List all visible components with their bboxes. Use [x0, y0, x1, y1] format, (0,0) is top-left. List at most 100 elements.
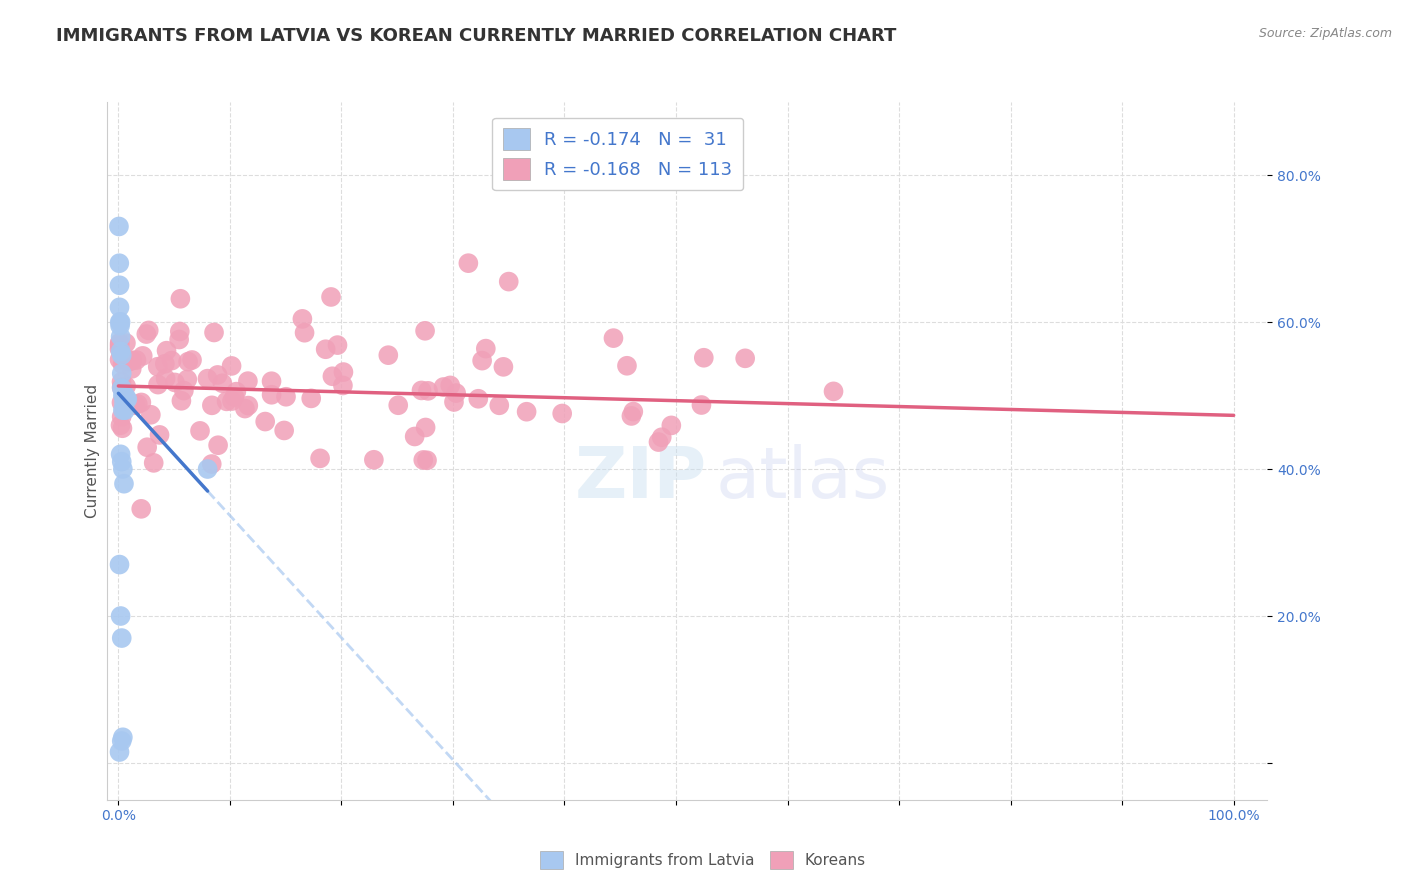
Point: [111, 403, 134, 417]
Point: [260, 388, 283, 402]
Point: [207, 368, 229, 382]
Point: [121, 353, 143, 368]
Point: [551, 407, 574, 421]
Point: [197, 371, 219, 385]
Point: [108, 301, 131, 315]
Point: [602, 331, 624, 345]
Point: [177, 354, 200, 368]
Point: [108, 256, 131, 270]
Point: [238, 399, 260, 413]
Point: [131, 395, 153, 409]
Point: [110, 447, 132, 461]
Point: [110, 395, 132, 409]
Point: [260, 374, 283, 388]
Point: [321, 369, 343, 384]
Point: [115, 336, 138, 351]
Point: [112, 352, 135, 367]
Point: [326, 338, 349, 352]
Point: [467, 392, 489, 406]
Point: [693, 351, 716, 365]
Point: [121, 362, 143, 376]
Point: [332, 365, 354, 379]
Point: [412, 453, 434, 467]
Point: [163, 376, 186, 390]
Point: [659, 418, 682, 433]
Point: [117, 395, 139, 409]
Point: [309, 451, 332, 466]
Text: atlas: atlas: [716, 444, 890, 513]
Point: [734, 351, 756, 366]
Text: ZIP: ZIP: [575, 444, 707, 513]
Point: [142, 456, 165, 470]
Point: [492, 359, 515, 374]
Point: [155, 343, 177, 358]
Point: [139, 408, 162, 422]
Point: [111, 731, 134, 745]
Point: [111, 734, 134, 748]
Text: IMMIGRANTS FROM LATVIA VS KOREAN CURRENTLY MARRIED CORRELATION CHART: IMMIGRANTS FROM LATVIA VS KOREAN CURRENT…: [56, 27, 897, 45]
Point: [153, 357, 176, 371]
Point: [444, 386, 467, 401]
Point: [443, 395, 465, 409]
Point: [690, 398, 713, 412]
Point: [127, 397, 149, 411]
Point: [169, 325, 191, 339]
Point: [111, 348, 134, 362]
Point: [432, 380, 454, 394]
Point: [651, 430, 673, 444]
Point: [146, 359, 169, 374]
Point: [108, 315, 131, 329]
Point: [416, 453, 439, 467]
Point: [224, 390, 246, 404]
Point: [111, 462, 134, 476]
Point: [439, 378, 461, 392]
Legend: R = -0.174   N =  31, R = -0.168   N = 113: R = -0.174 N = 31, R = -0.168 N = 113: [492, 118, 744, 191]
Point: [188, 424, 211, 438]
Point: [108, 342, 131, 356]
Point: [415, 420, 437, 434]
Point: [167, 333, 190, 347]
Point: [117, 395, 139, 409]
Point: [404, 429, 426, 443]
Point: [136, 440, 159, 454]
Point: [201, 398, 224, 412]
Point: [416, 384, 439, 398]
Point: [110, 375, 132, 389]
Point: [115, 379, 138, 393]
Text: Source: ZipAtlas.com: Source: ZipAtlas.com: [1258, 27, 1392, 40]
Point: [110, 315, 132, 329]
Point: [319, 290, 342, 304]
Point: [110, 380, 132, 394]
Point: [299, 392, 322, 406]
Point: [108, 318, 131, 333]
Point: [475, 342, 498, 356]
Point: [173, 384, 195, 398]
Y-axis label: Currently Married: Currently Married: [86, 384, 100, 517]
Point: [108, 278, 131, 293]
Point: [411, 384, 433, 398]
Point: [108, 352, 131, 367]
Point: [332, 378, 354, 392]
Point: [108, 338, 131, 352]
Point: [118, 354, 141, 368]
Point: [471, 353, 494, 368]
Point: [377, 348, 399, 362]
Point: [112, 476, 135, 491]
Point: [135, 327, 157, 342]
Point: [215, 394, 238, 409]
Point: [647, 435, 669, 450]
Point: [254, 415, 277, 429]
Point: [516, 405, 538, 419]
Point: [176, 372, 198, 386]
Point: [488, 398, 510, 412]
Point: [616, 359, 638, 373]
Point: [202, 326, 225, 340]
Point: [221, 359, 243, 373]
Point: [108, 558, 131, 572]
Point: [457, 256, 479, 270]
Point: [114, 403, 136, 417]
Point: [112, 388, 135, 402]
Point: [273, 424, 295, 438]
Point: [125, 353, 148, 368]
Point: [291, 311, 314, 326]
